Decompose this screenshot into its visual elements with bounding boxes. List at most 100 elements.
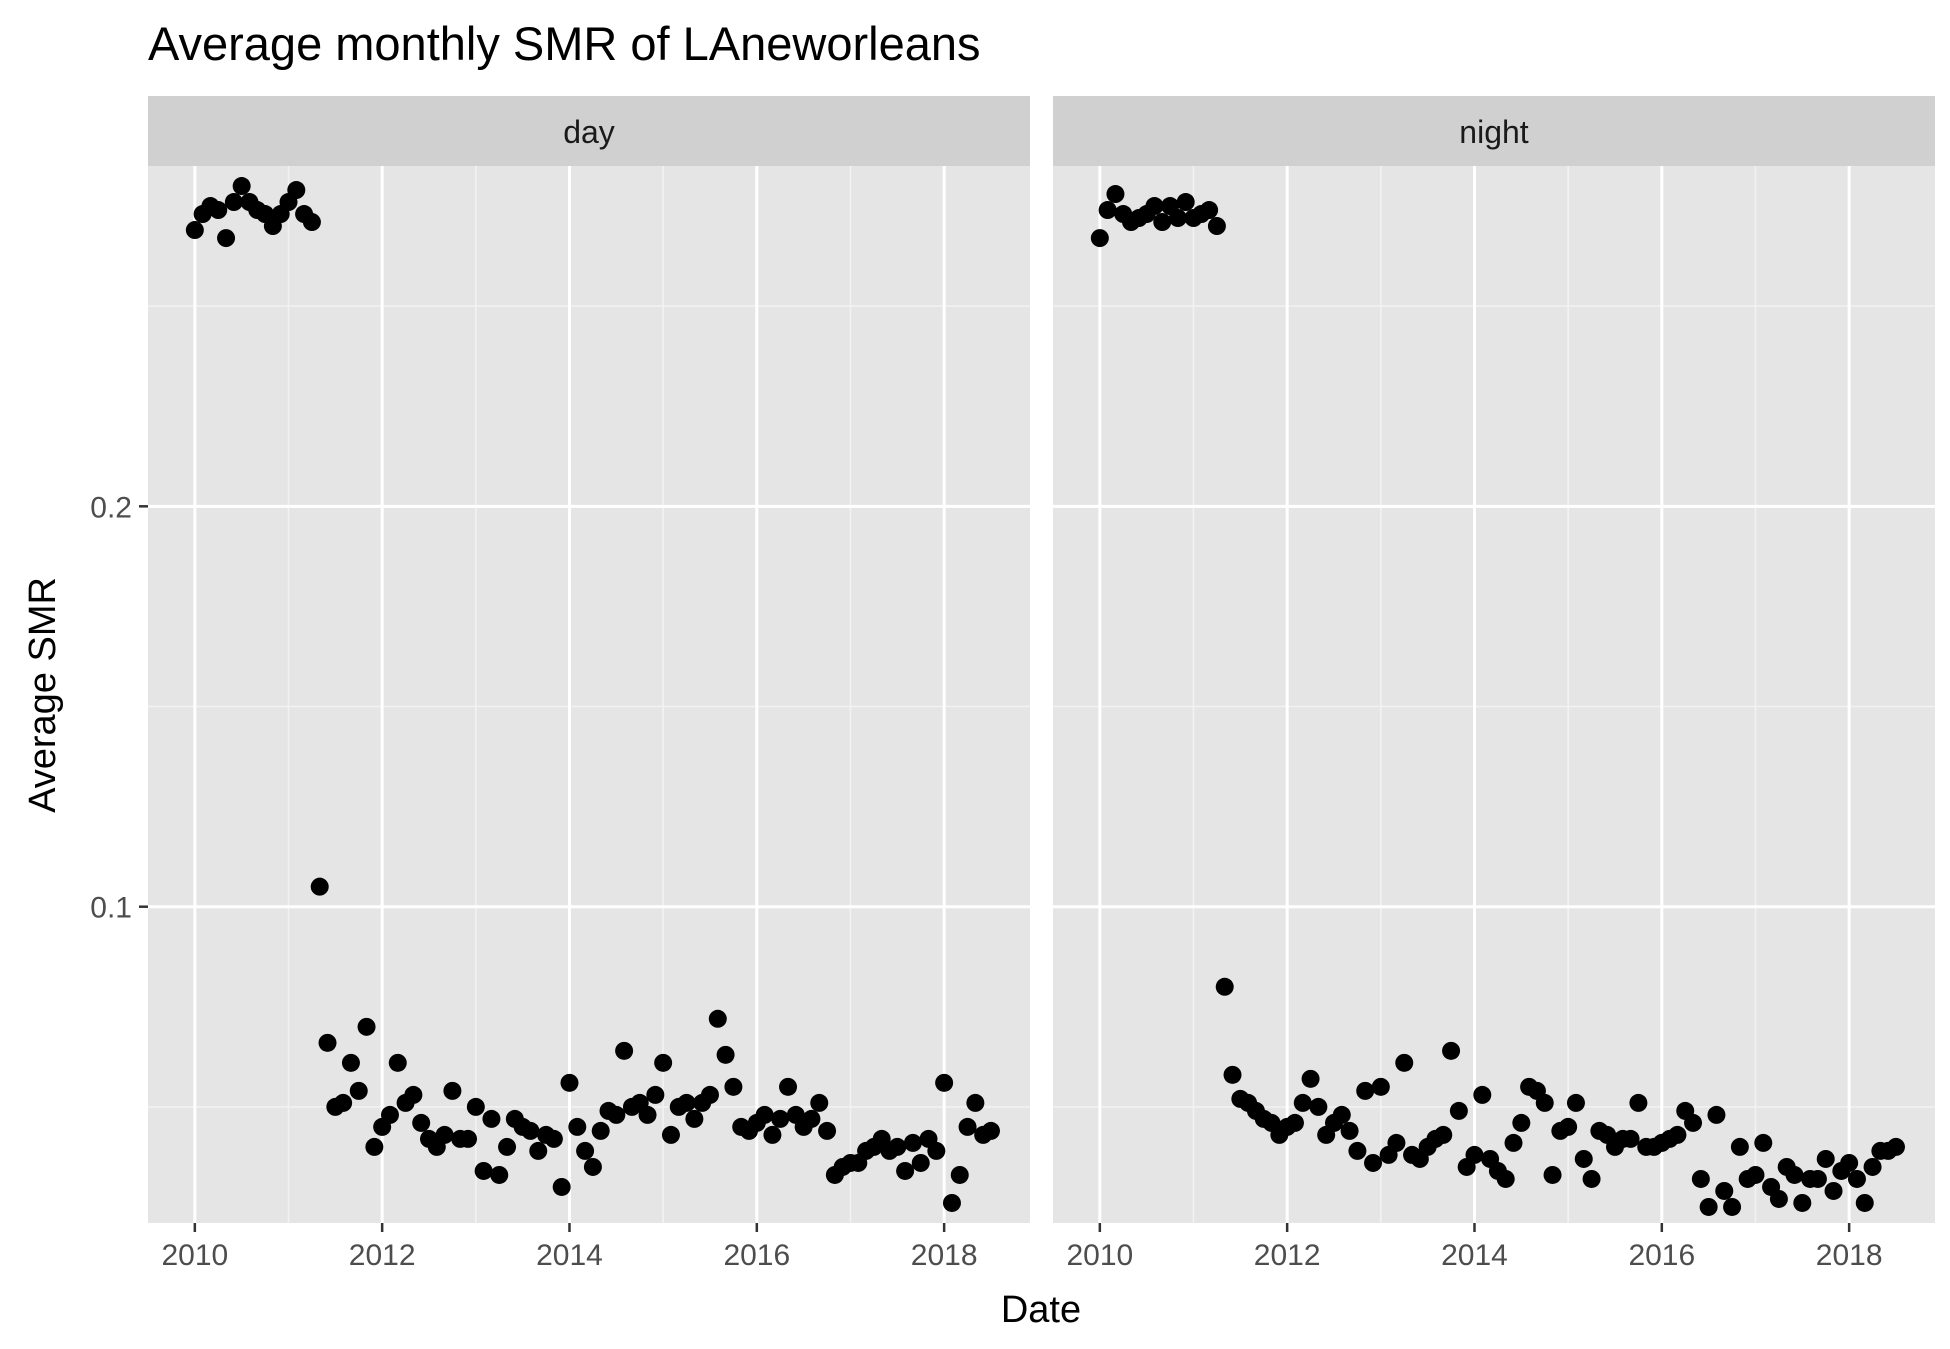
data-point [1699, 1197, 1718, 1216]
x-axes: 2010 2012 2014 2016 2018 2010 2012 2014 2016 2018 [161, 1223, 1883, 1272]
data-point [1442, 1041, 1461, 1060]
facet-label-day: day [563, 114, 615, 150]
x-tick-label: 2018 [1816, 1239, 1883, 1272]
data-point [591, 1121, 610, 1140]
x-tick-label: 2016 [1628, 1239, 1695, 1272]
data-point [802, 1109, 821, 1128]
facet-strip-day [148, 96, 1030, 166]
x-tick-label: 2012 [1254, 1239, 1321, 1272]
data-point [950, 1165, 969, 1184]
data-point [1090, 229, 1109, 248]
data-point [490, 1165, 509, 1184]
data-point [287, 181, 306, 200]
data-point [1863, 1157, 1882, 1176]
data-point [981, 1121, 1000, 1140]
data-point [1855, 1193, 1874, 1212]
data-point [232, 177, 251, 196]
plot-area-night [1053, 166, 1935, 1223]
data-point [474, 1161, 493, 1180]
data-point [607, 1105, 626, 1124]
data-point [818, 1121, 837, 1140]
data-point [357, 1017, 376, 1036]
data-point [911, 1153, 930, 1172]
data-point [1840, 1153, 1859, 1172]
data-point [318, 1033, 337, 1052]
data-point [1145, 197, 1164, 216]
data-point [466, 1097, 485, 1116]
data-point [1098, 201, 1117, 220]
data-point [341, 1053, 360, 1072]
facet-panel-day: day [148, 96, 1030, 1223]
chart-title: Average monthly SMR of LAneworleans [148, 17, 981, 70]
data-point [1684, 1113, 1703, 1132]
data-point [1293, 1093, 1312, 1112]
data-point [459, 1129, 478, 1148]
data-point [334, 1093, 353, 1112]
facet-strip-night [1053, 96, 1935, 166]
data-point [185, 221, 204, 240]
y-axis-title: Average SMR [22, 577, 64, 813]
data-point [1691, 1169, 1710, 1188]
data-point [1668, 1125, 1687, 1144]
data-point [1473, 1085, 1492, 1104]
data-point [1371, 1077, 1390, 1096]
data-point [1824, 1181, 1843, 1200]
data-point [583, 1157, 602, 1176]
data-point [560, 1073, 579, 1092]
data-point [1496, 1169, 1515, 1188]
data-point [1364, 1153, 1383, 1172]
data-point [1207, 217, 1226, 236]
data-point [1723, 1197, 1742, 1216]
x-tick-label: 2016 [723, 1239, 790, 1272]
data-point [1746, 1165, 1765, 1184]
data-point [443, 1081, 462, 1100]
data-point [365, 1137, 384, 1156]
data-point [685, 1109, 704, 1128]
data-point [771, 1109, 790, 1128]
data-point [716, 1045, 735, 1064]
data-point [1223, 1065, 1242, 1084]
data-point [1769, 1189, 1788, 1208]
data-point [935, 1073, 954, 1092]
data-point [942, 1193, 961, 1212]
data-point [552, 1177, 571, 1196]
y-tick-label: 0.2 [90, 491, 132, 524]
x-tick-label: 2018 [911, 1239, 978, 1272]
data-point [310, 877, 329, 896]
data-point [755, 1105, 774, 1124]
data-point [1754, 1133, 1773, 1152]
x-tick-label: 2010 [161, 1239, 228, 1272]
data-point [1793, 1193, 1812, 1212]
data-point [224, 193, 243, 212]
data-point [302, 213, 321, 232]
data-point [544, 1129, 563, 1148]
points-day [185, 177, 1000, 1212]
data-point [1332, 1105, 1351, 1124]
x-tick-label: 2014 [536, 1239, 603, 1272]
data-point [1153, 213, 1172, 232]
data-point [638, 1105, 657, 1124]
data-point [1285, 1113, 1304, 1132]
data-point [896, 1161, 915, 1180]
data-point [1176, 193, 1195, 212]
data-point [1582, 1169, 1601, 1188]
data-point [966, 1093, 985, 1112]
data-point [1106, 185, 1125, 204]
data-point [677, 1093, 696, 1112]
y-axis: 0.1 0.2 [90, 491, 148, 925]
data-point [810, 1093, 829, 1112]
data-point [1715, 1181, 1734, 1200]
data-point [498, 1137, 517, 1156]
data-point [404, 1085, 423, 1104]
gridlines-day [148, 166, 1030, 1223]
facet-panel-night: night [1053, 96, 1935, 1223]
data-point [435, 1125, 454, 1144]
data-point [1816, 1149, 1835, 1168]
x-tick-label: 2012 [349, 1239, 416, 1272]
data-point [646, 1085, 665, 1104]
data-point [1730, 1137, 1749, 1156]
data-point [1449, 1101, 1468, 1120]
data-point [1808, 1169, 1827, 1188]
data-point [388, 1053, 407, 1072]
data-point [1395, 1053, 1414, 1072]
